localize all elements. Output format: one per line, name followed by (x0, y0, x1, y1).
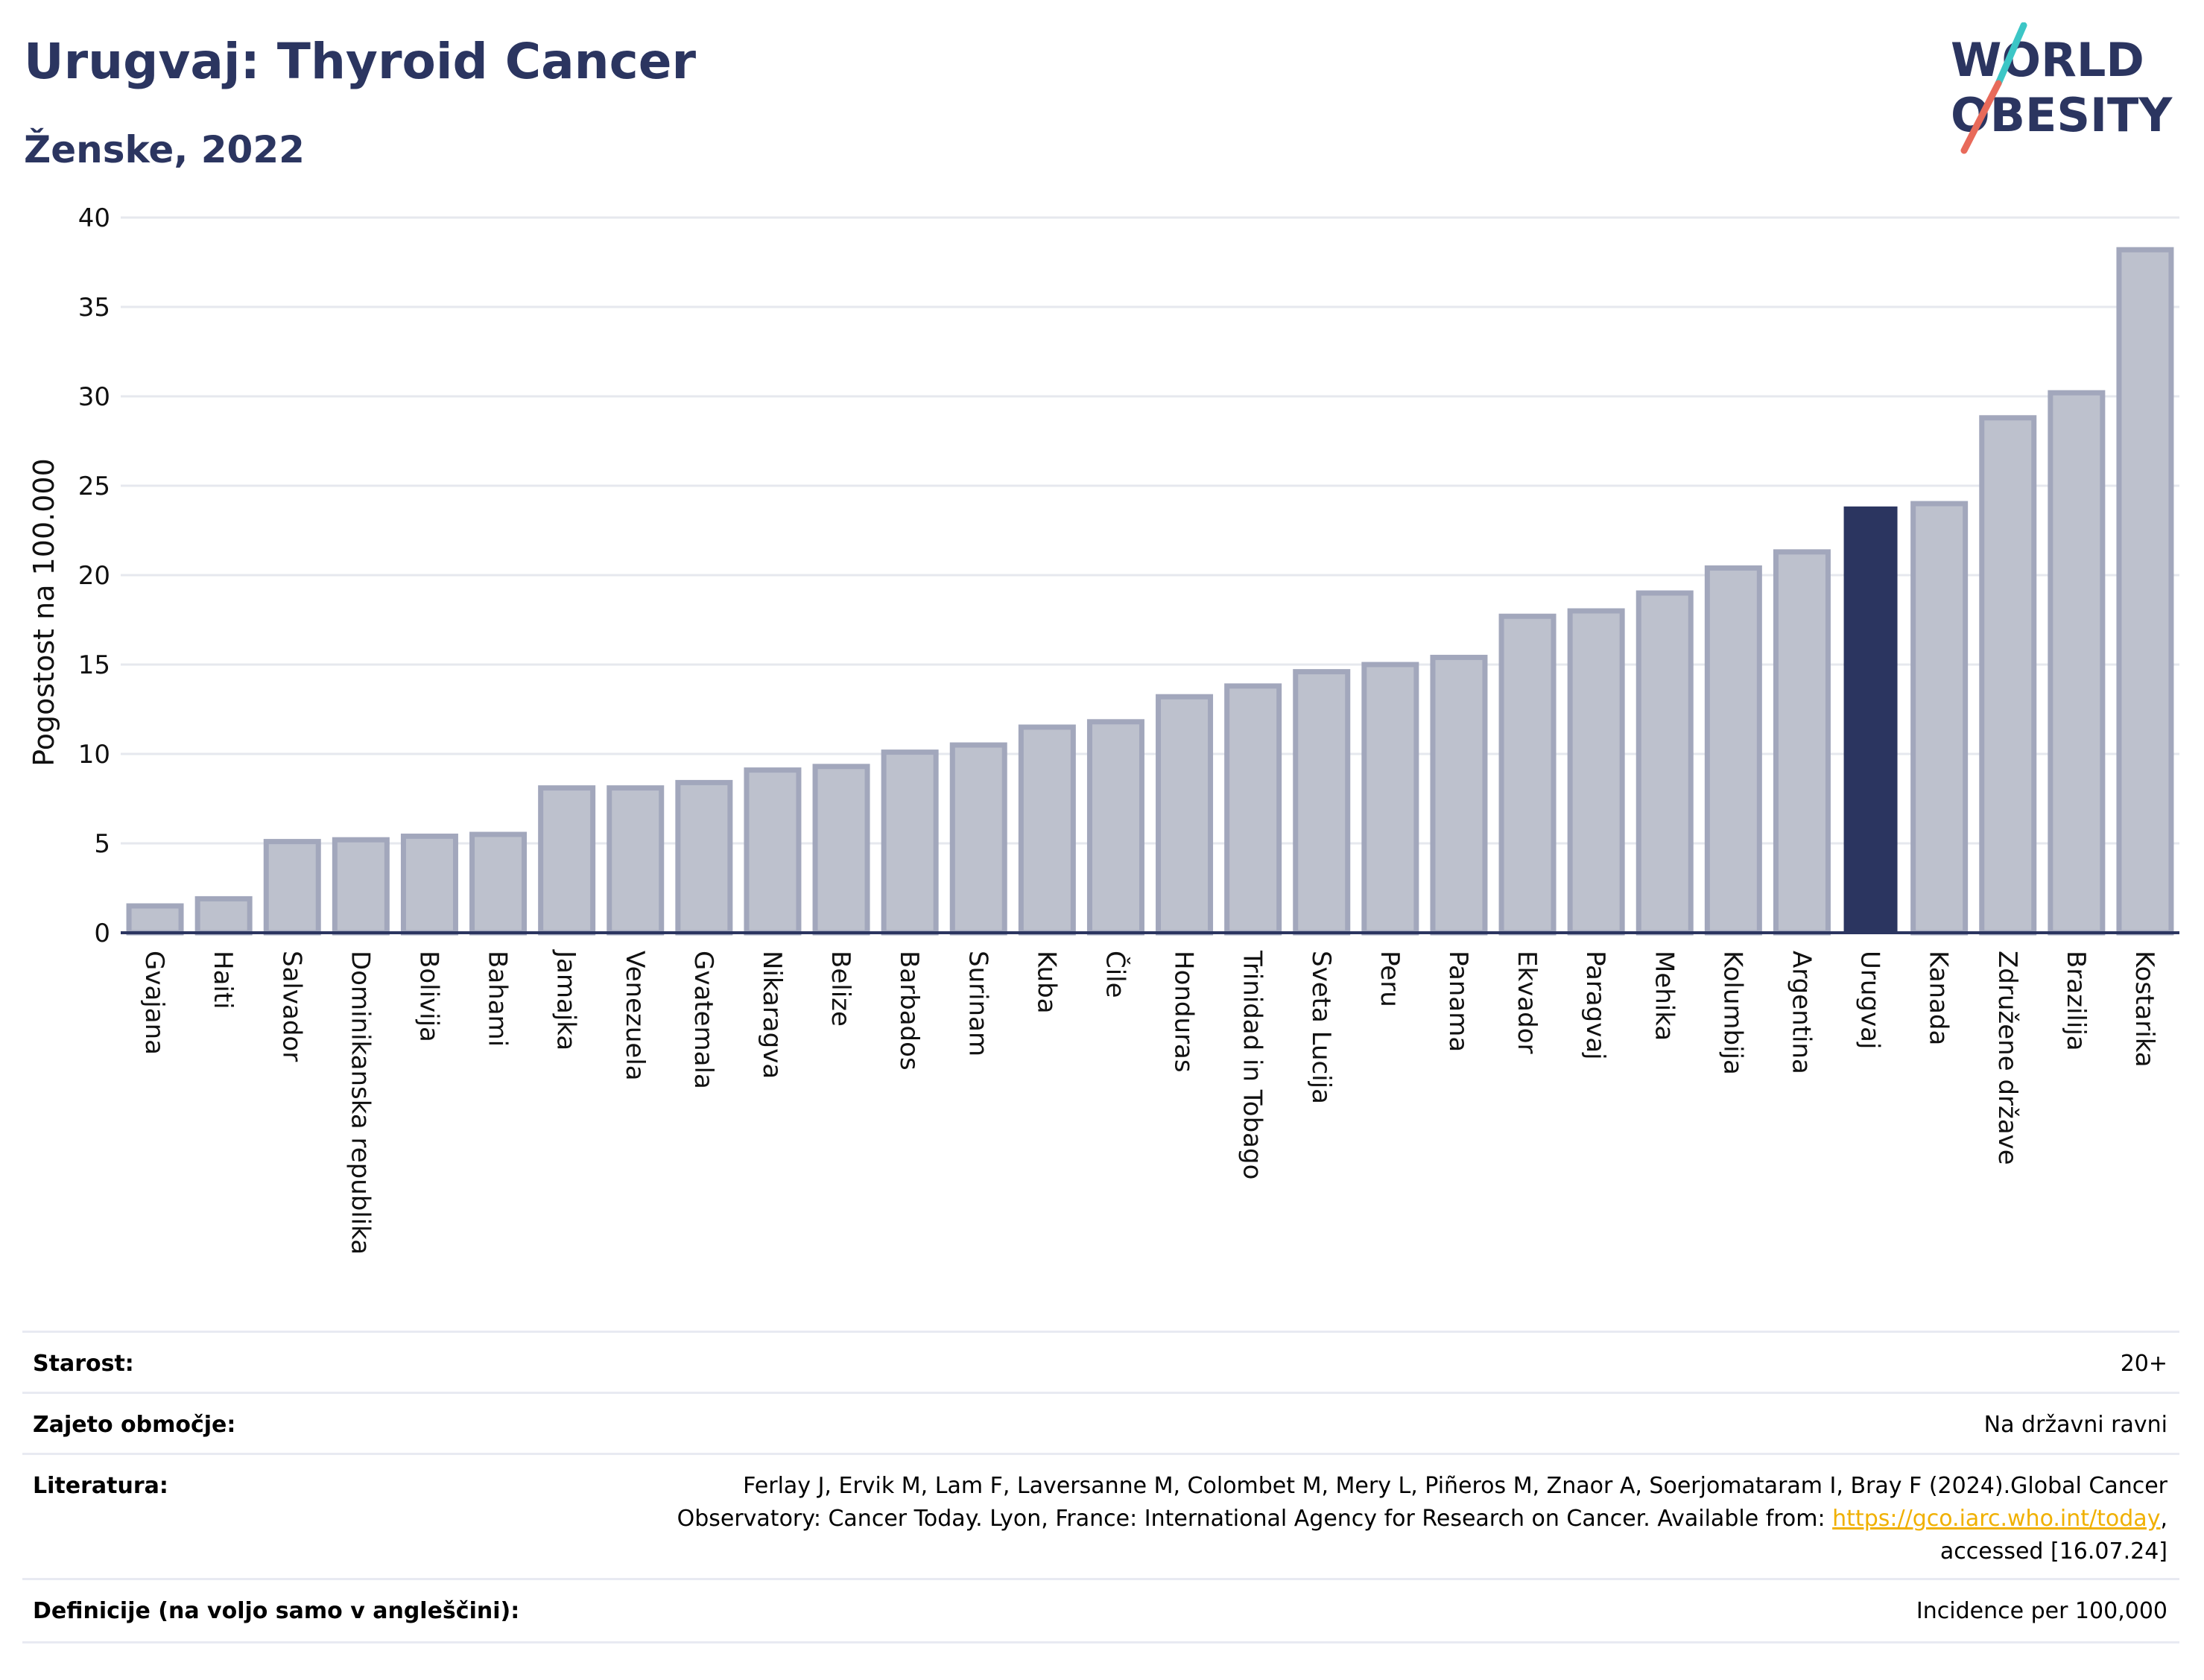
bar-11 (881, 749, 939, 936)
bar-18 (1361, 662, 1419, 936)
bar-5 (469, 831, 528, 936)
y-tick-label: 0 (94, 919, 110, 948)
age-value: 20+ (2120, 1351, 2167, 1377)
bar-0 (126, 903, 184, 936)
x-tick-label: Čile (1100, 951, 1130, 998)
bar-15 (1156, 694, 1214, 936)
bar-12 (949, 742, 1007, 936)
y-tick-label: 40 (78, 203, 110, 233)
x-tick-label: Dominikanska republika (345, 951, 375, 1255)
bar-22 (1635, 590, 1694, 936)
x-tick-label: Trinidad in Tobago (1238, 950, 1267, 1179)
y-tick-label: 35 (78, 293, 110, 323)
y-tick-label: 25 (78, 472, 110, 501)
bar-7 (607, 785, 665, 936)
x-tick-label: Paragvaj (1580, 951, 1610, 1060)
bar-25 (1843, 506, 1898, 933)
bar-2 (263, 839, 321, 936)
x-tick-label: Gvatemala (688, 951, 718, 1089)
x-tick-label: Mehika (1649, 951, 1679, 1041)
bar-16 (1224, 683, 1282, 936)
bar-28 (2048, 390, 2106, 936)
age-label: Starost: (33, 1351, 134, 1377)
bar-8 (675, 779, 733, 936)
x-tick-label: Sveta Lucija (1306, 951, 1336, 1104)
bar-19 (1430, 654, 1488, 936)
world-obesity-logo: WORLD OBESITY (1951, 22, 2173, 154)
x-tick-label: Peru (1375, 951, 1405, 1007)
definitions-label: Definicije (na voljo samo v angleščini): (33, 1598, 520, 1624)
logo-slash-top (1995, 22, 2027, 87)
bar-6 (538, 785, 596, 936)
bar-3 (332, 837, 390, 936)
x-tick-label: Argentina (1786, 951, 1816, 1074)
bar-14 (1086, 719, 1144, 936)
y-tick-label: 10 (78, 740, 110, 770)
reference-line3: accessed [16.07.24] (1939, 1538, 2167, 1565)
bar-13 (1018, 724, 1076, 936)
x-tick-label: Kanada (1924, 951, 1954, 1045)
bar-24 (1773, 549, 1831, 936)
x-tick-label: Nikaragva (757, 951, 787, 1079)
bar-10 (812, 764, 870, 936)
bar-17 (1293, 669, 1351, 936)
reference-line2-wrap: Observatory: Cancer Today. Lyon, France:… (677, 1506, 2167, 1532)
bar-21 (1567, 608, 1625, 936)
info-row-definitions: Definicije (na voljo samo v angleščini):… (22, 1578, 2179, 1643)
coverage-value: Na državni ravni (1983, 1412, 2167, 1438)
bar-4 (400, 833, 458, 936)
x-tick-label: Bahami (483, 951, 513, 1047)
x-tick-label: Panama (1443, 951, 1473, 1052)
x-tick-label: Salvador (276, 951, 306, 1062)
info-row-age: Starost: 20+ (22, 1331, 2179, 1392)
definitions-value: Incidence per 100,000 (1916, 1598, 2167, 1624)
y-tick-label: 15 (78, 650, 110, 680)
reference-line2: Observatory: Cancer Today. Lyon, France:… (677, 1506, 1825, 1532)
x-tick-label: Jamajka (551, 949, 581, 1050)
x-tick-label: Ekvador (1512, 951, 1542, 1054)
page-subtitle: Ženske, 2022 (24, 128, 305, 171)
bar-23 (1704, 565, 1762, 936)
bar-29 (2116, 247, 2174, 936)
bar-9 (744, 767, 802, 936)
x-tick-label: Združene države (1992, 951, 2022, 1165)
x-tick-label: Kostarika (2129, 951, 2159, 1068)
info-row-coverage: Zajeto območje: Na državni ravni (22, 1392, 2179, 1454)
x-tick-label: Gvajana (139, 951, 169, 1055)
bar-27 (1979, 415, 2037, 936)
reference-value: Ferlay J, Ervik M, Lam F, Laversanne M, … (528, 1470, 2167, 1568)
reference-link[interactable]: https://gco.iarc.who.int/today (1832, 1506, 2161, 1532)
x-tick-label: Honduras (1169, 951, 1199, 1073)
x-tick-label: Belize (826, 951, 855, 1027)
logo-line1: WORLD (1951, 33, 2144, 87)
x-tick-label: Barbados (894, 951, 924, 1071)
coverage-label: Zajeto območje: (33, 1412, 236, 1438)
bar-26 (1910, 501, 1969, 936)
y-axis-title: Pogostost na 100.000 (28, 458, 60, 767)
x-tick-label: Brazilija (2061, 951, 2091, 1051)
bar-20 (1498, 613, 1557, 936)
logo-slash-bottom (1960, 80, 2002, 154)
page-title: Urugvaj: Thyroid Cancer (24, 33, 697, 90)
reference-label: Literatura: (33, 1473, 168, 1499)
x-tick-label: Kuba (1031, 951, 1061, 1014)
y-tick-label: 30 (78, 382, 110, 412)
x-tick-label: Bolivija (414, 951, 443, 1042)
axes: 0 5 10 15 20 25 30 35 40 Gvajana Haiti Salvador Domi… (28, 203, 2179, 1255)
reference-line1: Ferlay J, Ervik M, Lam F, Laversanne M, … (743, 1473, 2167, 1499)
x-tick-label: Kolumbija (1717, 951, 1747, 1075)
y-tick-label: 5 (94, 829, 110, 859)
bar-chart: 0 5 10 15 20 25 30 35 40 Gvajana Haiti Salvador Domi… (28, 203, 2179, 1255)
x-tick-label: Venezuela (620, 951, 650, 1081)
info-row-reference: Literatura: Ferlay J, Ervik M, Lam F, La… (22, 1453, 2179, 1579)
bar-1 (194, 896, 253, 936)
bars (126, 247, 2174, 936)
x-tick-label: Urugvaj (1855, 951, 1885, 1049)
y-tick-label: 20 (78, 561, 110, 591)
x-tick-label: Haiti (208, 951, 238, 1009)
x-tick-label: Surinam (963, 951, 992, 1056)
